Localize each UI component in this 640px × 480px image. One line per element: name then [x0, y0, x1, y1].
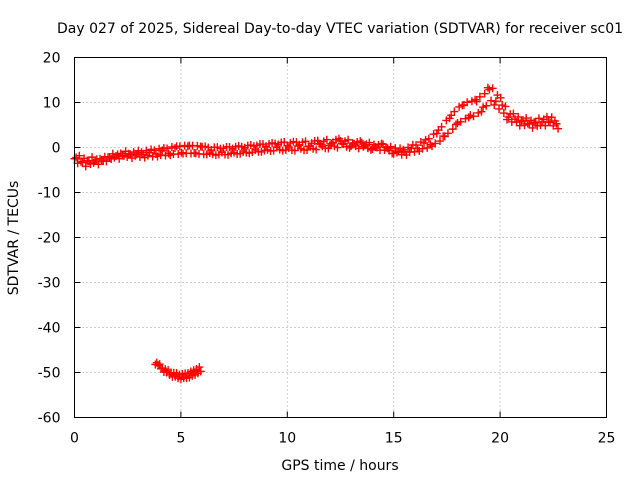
data-point — [131, 151, 140, 160]
data-point — [81, 162, 90, 171]
y-tick-label: -40 — [38, 321, 61, 337]
data-point — [196, 367, 205, 376]
data-point — [554, 124, 563, 133]
data-point — [477, 107, 486, 116]
x-axis-label: GPS time / hours — [281, 458, 398, 474]
x-tick-label: 25 — [598, 431, 616, 447]
data-point — [426, 140, 435, 149]
data-point — [322, 135, 331, 144]
data-point — [392, 148, 401, 157]
data-point — [450, 107, 459, 116]
data-point — [456, 117, 465, 126]
data-point — [522, 114, 531, 123]
data-point — [528, 123, 537, 132]
data-point — [480, 89, 489, 98]
chart-title: Day 027 of 2025, Sidereal Day-to-day VTE… — [57, 21, 623, 37]
data-point — [175, 142, 184, 151]
x-tick-label: 15 — [385, 431, 403, 447]
y-tick-label: -60 — [38, 411, 61, 427]
data-point — [386, 142, 395, 151]
data-point — [475, 92, 484, 101]
y-tick-label: -50 — [38, 366, 61, 382]
data-point — [482, 101, 491, 110]
data-point — [354, 144, 363, 153]
data-point — [366, 145, 375, 154]
x-tick-label: 0 — [70, 431, 79, 447]
data-point — [443, 129, 452, 138]
data-point — [301, 137, 310, 146]
data-point — [437, 122, 446, 131]
data-point — [469, 112, 478, 121]
data-point — [435, 137, 444, 146]
data-point — [424, 134, 433, 143]
data-point — [451, 120, 460, 129]
data-point — [195, 363, 204, 372]
x-tick-label: 10 — [278, 431, 296, 447]
y-tick-label: 0 — [52, 141, 61, 157]
data-point — [448, 125, 457, 134]
data-point — [344, 135, 353, 144]
data-point — [163, 144, 172, 153]
data-point — [488, 84, 497, 93]
data-point — [490, 100, 499, 109]
y-axis-label: SDTVAR / TECUs — [6, 181, 22, 296]
data-point — [496, 93, 505, 102]
y-tick-label: 10 — [43, 96, 61, 112]
data-point — [472, 97, 481, 106]
data-point — [312, 145, 321, 154]
data-point — [75, 151, 84, 160]
y-tick-label: 20 — [43, 51, 61, 67]
data-point — [432, 129, 441, 138]
data-point — [171, 143, 180, 152]
data-point — [552, 119, 561, 128]
series-isolated-arc — [151, 358, 205, 384]
x-tick-label: 20 — [491, 431, 509, 447]
data-point — [150, 146, 159, 155]
y-tick-label: -20 — [38, 231, 61, 247]
y-tick-label: -30 — [38, 276, 61, 292]
data-point — [333, 143, 342, 152]
ticks: 0 5 10 15 20 25 20 10 0 -10 -20 -30 -40 -50 -60 — [38, 51, 616, 447]
data-point — [102, 157, 111, 166]
data-point — [471, 95, 480, 104]
data-point — [356, 137, 365, 146]
data-point — [491, 97, 500, 106]
data-point — [499, 109, 508, 118]
data-point — [463, 98, 472, 107]
data-point — [412, 141, 421, 150]
y-tick-label: -10 — [38, 186, 61, 202]
data-point — [345, 143, 354, 152]
data-point — [290, 146, 299, 155]
data-point — [365, 138, 374, 147]
data-point — [377, 139, 386, 148]
x-tick-label: 5 — [176, 431, 185, 447]
series-main-track — [70, 83, 563, 171]
data-point — [431, 139, 440, 148]
data-point — [509, 109, 518, 118]
data-point — [501, 102, 510, 111]
grid — [74, 57, 607, 418]
data-point — [418, 144, 427, 153]
data-point — [514, 112, 523, 121]
plot-marks — [70, 83, 563, 384]
